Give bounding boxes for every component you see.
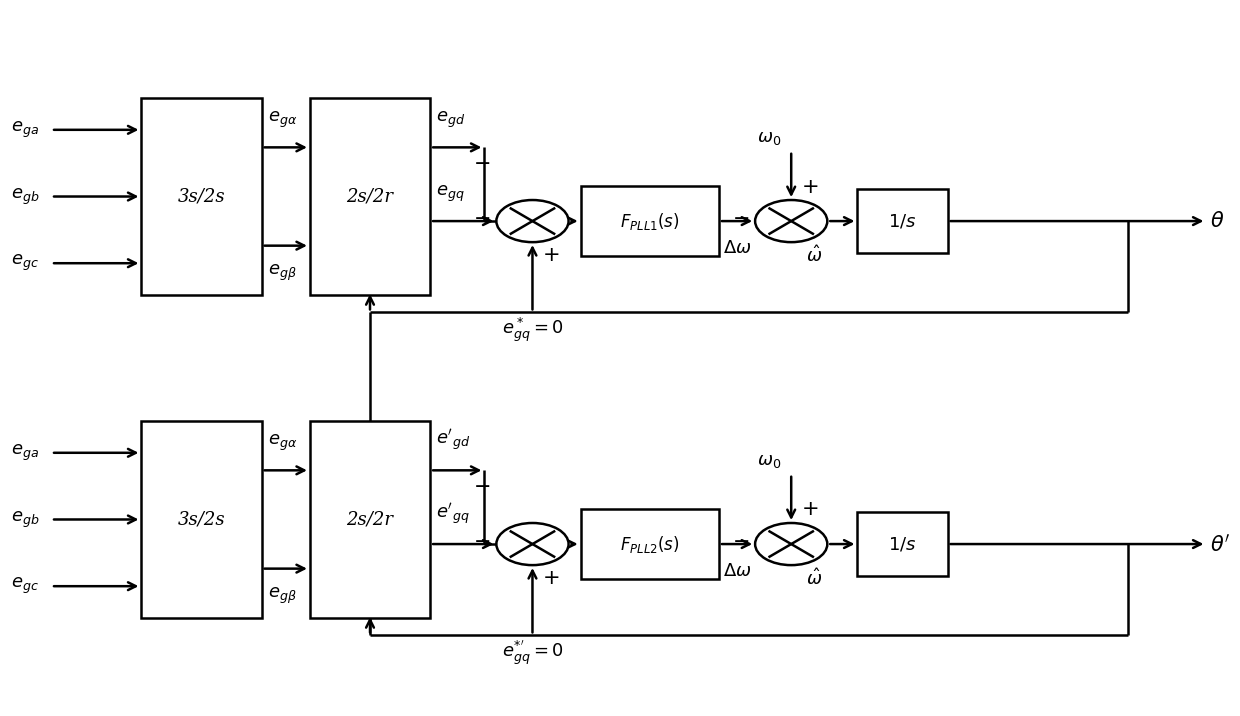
Text: $e_{g\beta}$: $e_{g\beta}$ bbox=[268, 586, 296, 606]
Circle shape bbox=[496, 523, 569, 565]
Text: $e_{g\alpha}$: $e_{g\alpha}$ bbox=[268, 110, 296, 130]
Text: $-$: $-$ bbox=[474, 153, 490, 172]
Circle shape bbox=[755, 523, 827, 565]
Text: $\Delta\omega$: $\Delta\omega$ bbox=[723, 238, 751, 256]
Text: $e_{ga}$: $e_{ga}$ bbox=[11, 442, 38, 463]
Text: $1/s$: $1/s$ bbox=[888, 535, 916, 553]
Text: $e_{ga}$: $e_{ga}$ bbox=[11, 120, 38, 140]
Text: $e'_{gd}$: $e'_{gd}$ bbox=[436, 427, 470, 453]
Text: 2s/2r: 2s/2r bbox=[346, 188, 393, 205]
Text: $\theta'$: $\theta'$ bbox=[1210, 533, 1230, 555]
FancyBboxPatch shape bbox=[310, 98, 430, 295]
Text: $+$: $+$ bbox=[801, 178, 818, 196]
Text: $\omega_0$: $\omega_0$ bbox=[758, 130, 781, 147]
Text: $\hat{\omega}$: $\hat{\omega}$ bbox=[806, 246, 822, 266]
Text: 2s/2r: 2s/2r bbox=[346, 511, 393, 528]
Text: $1/s$: $1/s$ bbox=[888, 212, 916, 230]
Text: $-$: $-$ bbox=[732, 208, 749, 227]
Text: $\theta$: $\theta$ bbox=[1210, 211, 1224, 231]
Text: $\Delta\omega$: $\Delta\omega$ bbox=[723, 561, 751, 580]
Text: $e_{gq}$: $e_{gq}$ bbox=[436, 183, 465, 203]
Text: $F_{PLL1}(s)$: $F_{PLL1}(s)$ bbox=[620, 211, 680, 231]
FancyBboxPatch shape bbox=[141, 421, 262, 618]
Text: $e_{gb}$: $e_{gb}$ bbox=[11, 186, 38, 207]
FancyBboxPatch shape bbox=[580, 186, 719, 256]
Text: $F_{PLL2}(s)$: $F_{PLL2}(s)$ bbox=[620, 533, 680, 555]
Text: $-$: $-$ bbox=[474, 208, 490, 227]
Text: $-$: $-$ bbox=[474, 531, 490, 550]
Text: $-$: $-$ bbox=[474, 476, 490, 495]
Text: 3s/2s: 3s/2s bbox=[177, 188, 226, 205]
Text: $-$: $-$ bbox=[732, 531, 749, 550]
Text: $+$: $+$ bbox=[801, 500, 818, 520]
Text: $e_{gc}$: $e_{gc}$ bbox=[11, 253, 38, 274]
Text: $e^*_{gq}=0$: $e^*_{gq}=0$ bbox=[502, 316, 563, 344]
Text: $\hat{\omega}$: $\hat{\omega}$ bbox=[806, 569, 822, 589]
Text: $e_{gb}$: $e_{gb}$ bbox=[11, 509, 38, 530]
FancyBboxPatch shape bbox=[857, 513, 947, 576]
Text: $e'_{gq}$: $e'_{gq}$ bbox=[436, 501, 470, 526]
FancyBboxPatch shape bbox=[310, 421, 430, 618]
FancyBboxPatch shape bbox=[580, 509, 719, 579]
Text: $e_{g\beta}$: $e_{g\beta}$ bbox=[268, 263, 296, 284]
Text: $e^{*'}_{gq}=0$: $e^{*'}_{gq}=0$ bbox=[502, 639, 563, 668]
Text: $e_{g\alpha}$: $e_{g\alpha}$ bbox=[268, 432, 296, 453]
Circle shape bbox=[496, 200, 569, 242]
Text: $\omega_0$: $\omega_0$ bbox=[758, 453, 781, 470]
Text: 3s/2s: 3s/2s bbox=[177, 511, 226, 528]
FancyBboxPatch shape bbox=[141, 98, 262, 295]
FancyBboxPatch shape bbox=[857, 190, 947, 253]
Text: $+$: $+$ bbox=[542, 569, 559, 588]
Circle shape bbox=[755, 200, 827, 242]
Text: $e_{gd}$: $e_{gd}$ bbox=[436, 110, 465, 130]
Text: $+$: $+$ bbox=[542, 246, 559, 265]
Text: $e_{gc}$: $e_{gc}$ bbox=[11, 576, 38, 596]
